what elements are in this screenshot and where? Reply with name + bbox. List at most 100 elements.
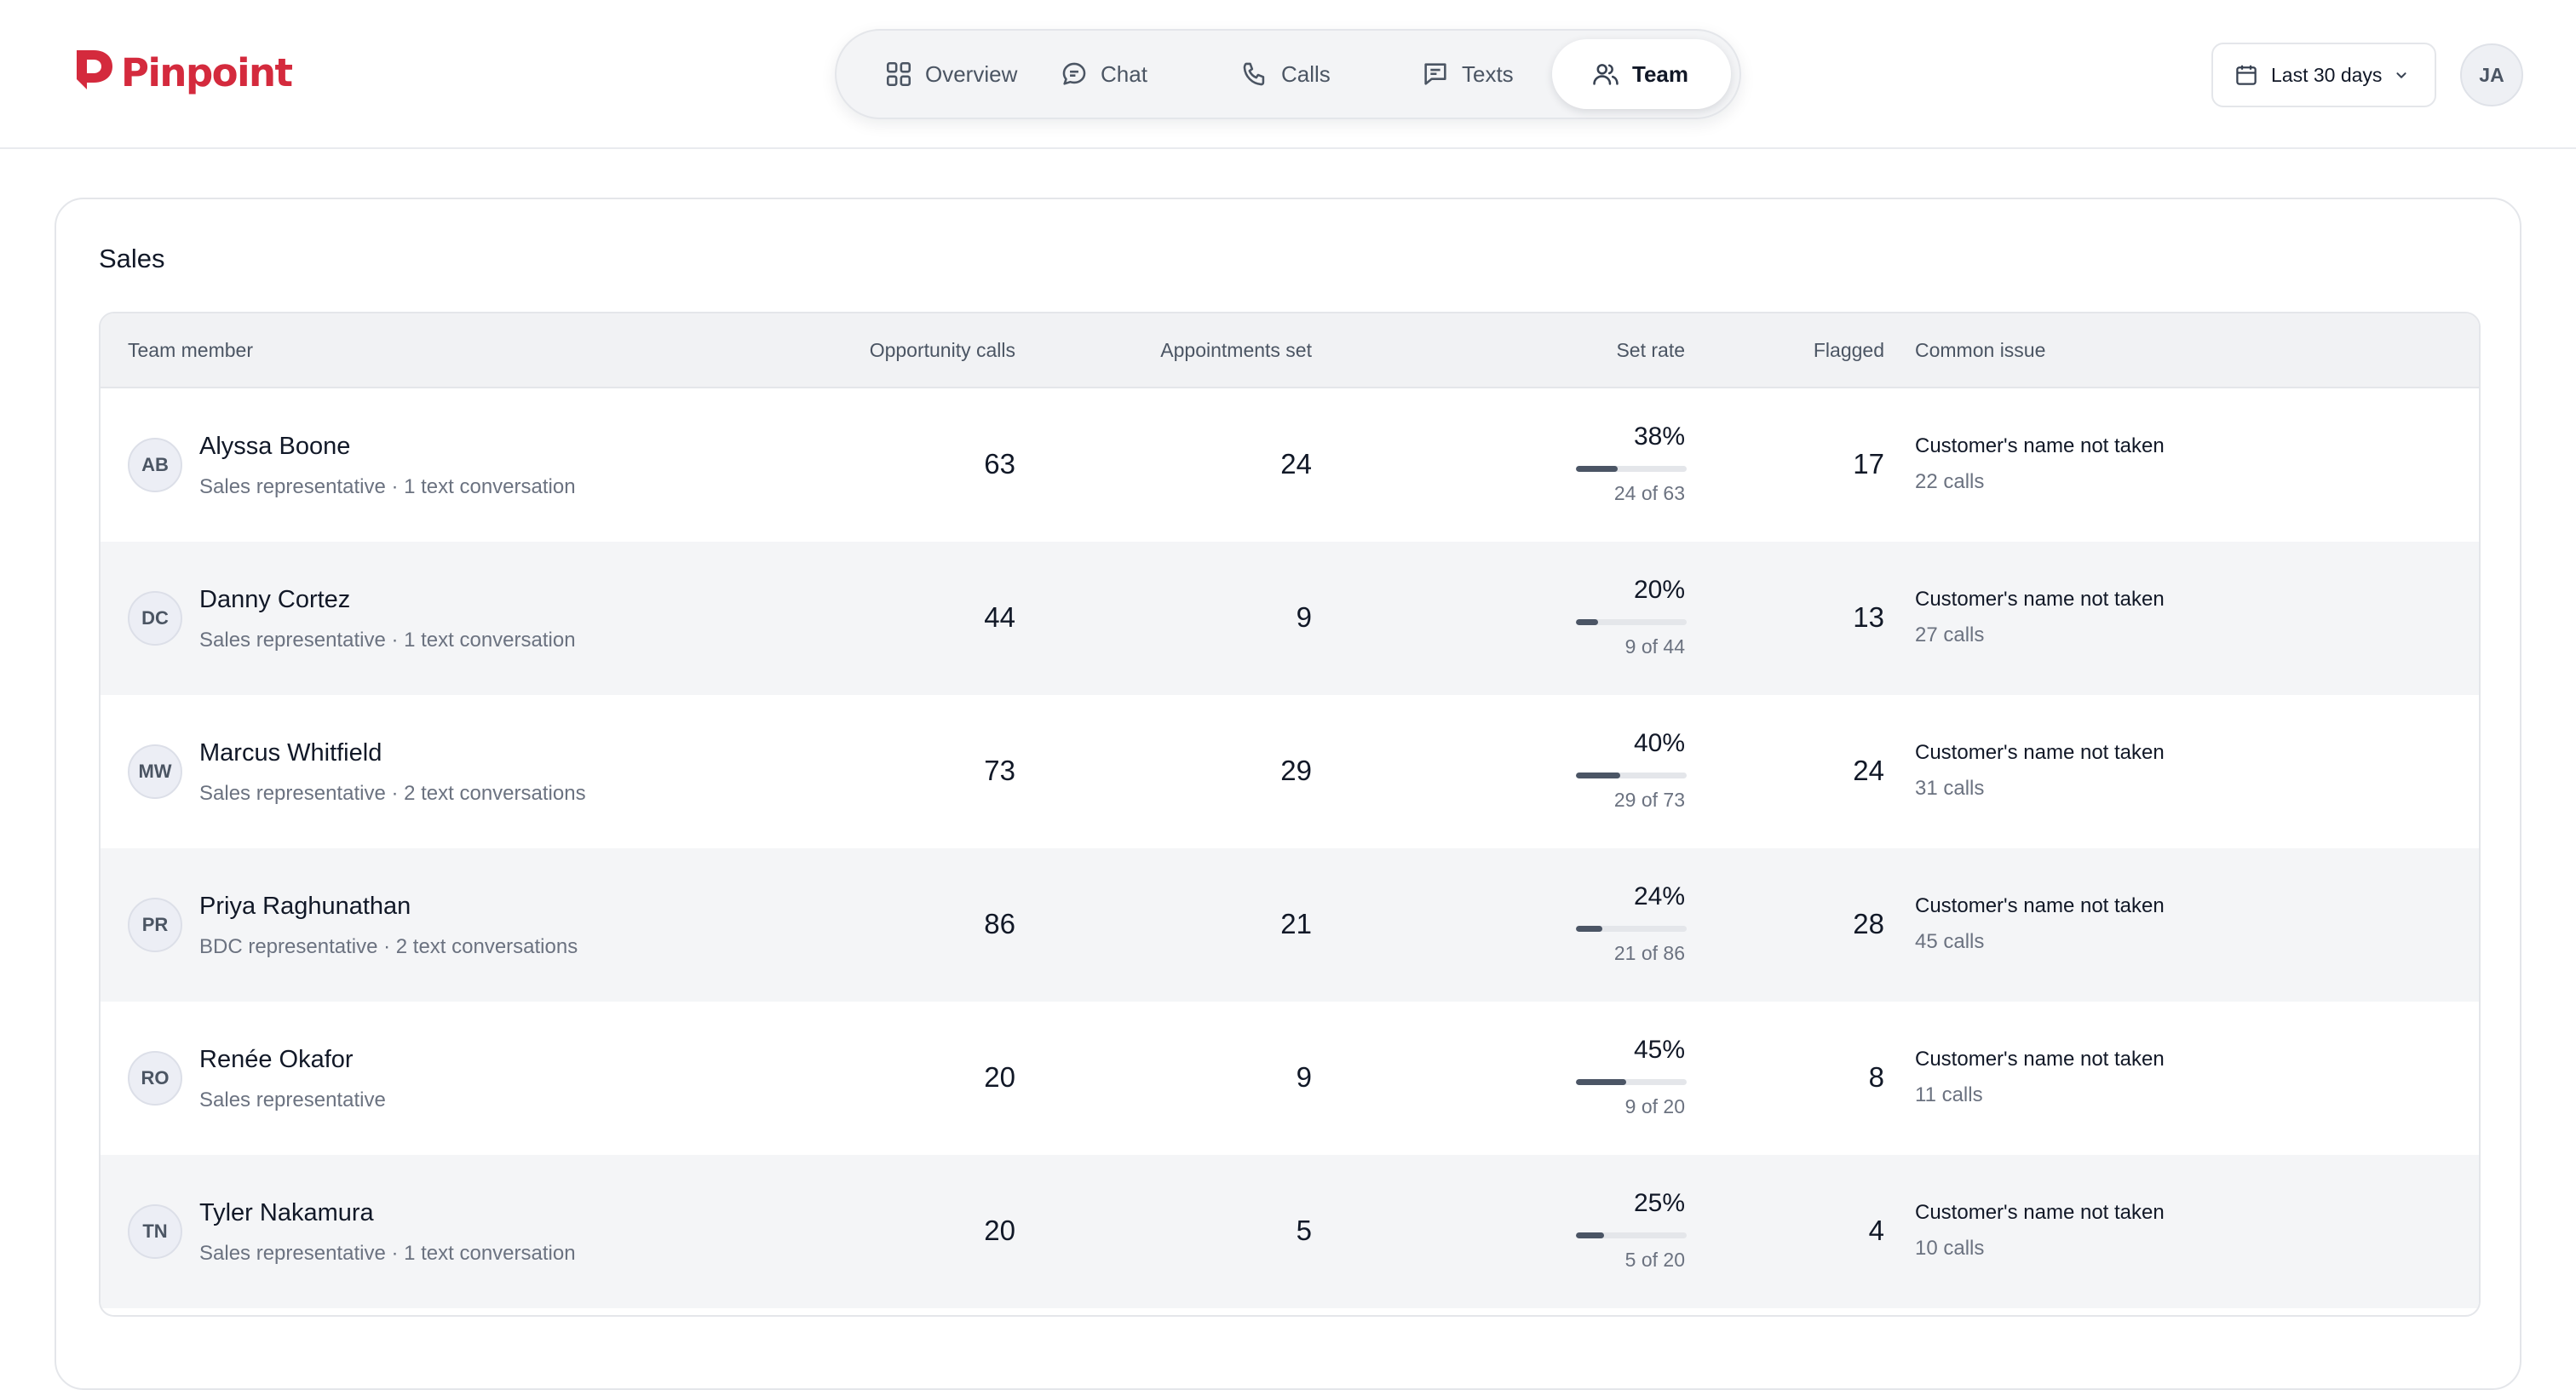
grid-icon: [884, 60, 913, 89]
top-bar: Pinpoint Overview Chat Calls Texts: [0, 0, 2576, 149]
user-avatar[interactable]: JA: [2460, 43, 2523, 106]
table-row[interactable]: DC Danny Cortez Sales representative · 1 t…: [101, 542, 2479, 695]
member-role: BDC representative · 2 text conversation…: [199, 935, 578, 958]
member-avatar: DC: [128, 591, 182, 646]
common-issue-label: Customer's name not taken: [1915, 1201, 2165, 1224]
member-role: Sales representative · 1 text conversati…: [199, 629, 576, 652]
member-name[interactable]: Marcus Whitfield: [199, 739, 382, 767]
appointments-set-value: 24: [1280, 448, 1312, 480]
set-rate-bar: [1576, 1079, 1687, 1085]
set-rate-ratio: 9 of 20: [1624, 1095, 1685, 1117]
users-icon: [1591, 60, 1620, 89]
common-issue-label: Customer's name not taken: [1915, 741, 2165, 764]
sales-card: Sales Team member Opportunity calls Appo…: [55, 198, 2521, 1390]
member-role: Sales representative · 1 text conversati…: [199, 1242, 576, 1265]
col-opportunity-calls[interactable]: Opportunity calls: [869, 339, 1015, 361]
col-set-rate[interactable]: Set rate: [1616, 339, 1685, 361]
common-issue-calls: 31 calls: [1915, 777, 1985, 800]
appointments-set-value: 9: [1296, 1061, 1312, 1093]
member-name[interactable]: Tyler Nakamura: [199, 1199, 374, 1226]
member-avatar: AB: [128, 438, 182, 492]
table-row[interactable]: TN Tyler Nakamura Sales representative · 1…: [101, 1155, 2479, 1308]
chevron-down-icon: [2392, 66, 2411, 84]
phone-icon: [1240, 60, 1269, 89]
common-issue-calls: 45 calls: [1915, 930, 1985, 953]
member-avatar: RO: [128, 1051, 182, 1106]
main-nav: Overview Chat Calls Texts Team: [835, 29, 1741, 119]
set-rate-bar-fill: [1576, 926, 1603, 932]
table-header: Team member Opportunity calls Appointmen…: [101, 313, 2479, 388]
member-role: Sales representative · 1 text conversati…: [199, 475, 576, 498]
tab-label: Chat: [1101, 60, 1147, 87]
col-team-member[interactable]: Team member: [128, 339, 253, 361]
tab-texts[interactable]: Texts: [1385, 39, 1562, 109]
tab-calls[interactable]: Calls: [1208, 39, 1385, 109]
member-name[interactable]: Renée Okafor: [199, 1046, 354, 1073]
col-common-issue[interactable]: Common issue: [1915, 339, 2046, 361]
common-issue-calls: 27 calls: [1915, 623, 1985, 646]
member-avatar: TN: [128, 1204, 182, 1259]
appointments-set-value: 29: [1280, 755, 1312, 786]
calendar-icon: [2234, 62, 2259, 88]
set-rate-bar: [1576, 773, 1687, 778]
set-rate-value: 24%: [1633, 882, 1685, 910]
date-range-dropdown[interactable]: Last 30 days: [2211, 43, 2436, 107]
common-issue-label: Customer's name not taken: [1915, 588, 2165, 611]
table-row[interactable]: AB Alyssa Boone Sales representative · 1 t…: [101, 388, 2479, 542]
set-rate-bar-fill: [1576, 619, 1598, 625]
common-issue-label: Customer's name not taken: [1915, 434, 2165, 457]
set-rate-bar: [1576, 619, 1687, 625]
tab-label: Calls: [1281, 60, 1331, 87]
set-rate-value: 40%: [1633, 729, 1685, 757]
chat-bubble-icon: [1060, 60, 1089, 89]
tab-overview[interactable]: Overview: [854, 39, 1031, 109]
set-rate-ratio: 29 of 73: [1613, 789, 1685, 811]
flagged-value: 28: [1853, 908, 1884, 939]
tab-label: Overview: [925, 60, 1018, 87]
set-rate-bar-fill: [1576, 466, 1619, 472]
col-appointments-set[interactable]: Appointments set: [1160, 339, 1312, 361]
col-flagged[interactable]: Flagged: [1813, 339, 1884, 361]
tab-chat[interactable]: Chat: [1031, 39, 1208, 109]
opportunity-calls-value: 44: [984, 601, 1015, 633]
member-name[interactable]: Alyssa Boone: [199, 433, 351, 460]
tab-label: Texts: [1462, 60, 1514, 87]
flagged-value: 4: [1868, 1215, 1884, 1246]
table-row[interactable]: PR Priya Raghunathan BDC representative · …: [101, 848, 2479, 1002]
team-table: Team member Opportunity calls Appointmen…: [99, 312, 2481, 1317]
set-rate-value: 20%: [1633, 576, 1685, 604]
table-row[interactable]: MW Marcus Whitfield Sales representative ·…: [101, 695, 2479, 848]
message-square-icon: [1421, 60, 1450, 89]
set-rate-bar-fill: [1576, 1232, 1604, 1238]
set-rate-ratio: 24 of 63: [1613, 482, 1685, 504]
member-role: Sales representative · 2 text conversati…: [199, 782, 586, 805]
set-rate-bar-fill: [1576, 773, 1620, 778]
set-rate-bar-fill: [1576, 1079, 1626, 1085]
tab-label: Team: [1632, 60, 1688, 87]
flagged-value: 17: [1853, 448, 1884, 480]
appointments-set-value: 9: [1296, 601, 1312, 633]
member-name[interactable]: Priya Raghunathan: [199, 893, 411, 920]
set-rate-ratio: 5 of 20: [1624, 1249, 1685, 1271]
brand-logo[interactable]: Pinpoint: [73, 49, 293, 97]
common-issue-calls: 22 calls: [1915, 470, 1985, 493]
set-rate-value: 45%: [1633, 1036, 1685, 1064]
set-rate-bar: [1576, 926, 1687, 932]
section-title: Sales: [99, 244, 165, 273]
set-rate-bar: [1576, 1232, 1687, 1238]
tab-team[interactable]: Team: [1552, 39, 1731, 109]
member-avatar: MW: [128, 744, 182, 799]
opportunity-calls-value: 86: [984, 908, 1015, 939]
flagged-value: 8: [1868, 1061, 1884, 1093]
appointments-set-value: 21: [1280, 908, 1312, 939]
flagged-value: 24: [1853, 755, 1884, 786]
set-rate-value: 25%: [1633, 1189, 1685, 1217]
set-rate-ratio: 21 of 86: [1613, 942, 1685, 964]
opportunity-calls-value: 20: [984, 1215, 1015, 1246]
appointments-set-value: 5: [1296, 1215, 1312, 1246]
member-avatar: PR: [128, 898, 182, 952]
set-rate-bar: [1576, 466, 1687, 472]
opportunity-calls-value: 20: [984, 1061, 1015, 1093]
table-row[interactable]: RO Renée Okafor Sales representative 20 9 45%…: [101, 1002, 2479, 1155]
member-name[interactable]: Danny Cortez: [199, 586, 351, 613]
